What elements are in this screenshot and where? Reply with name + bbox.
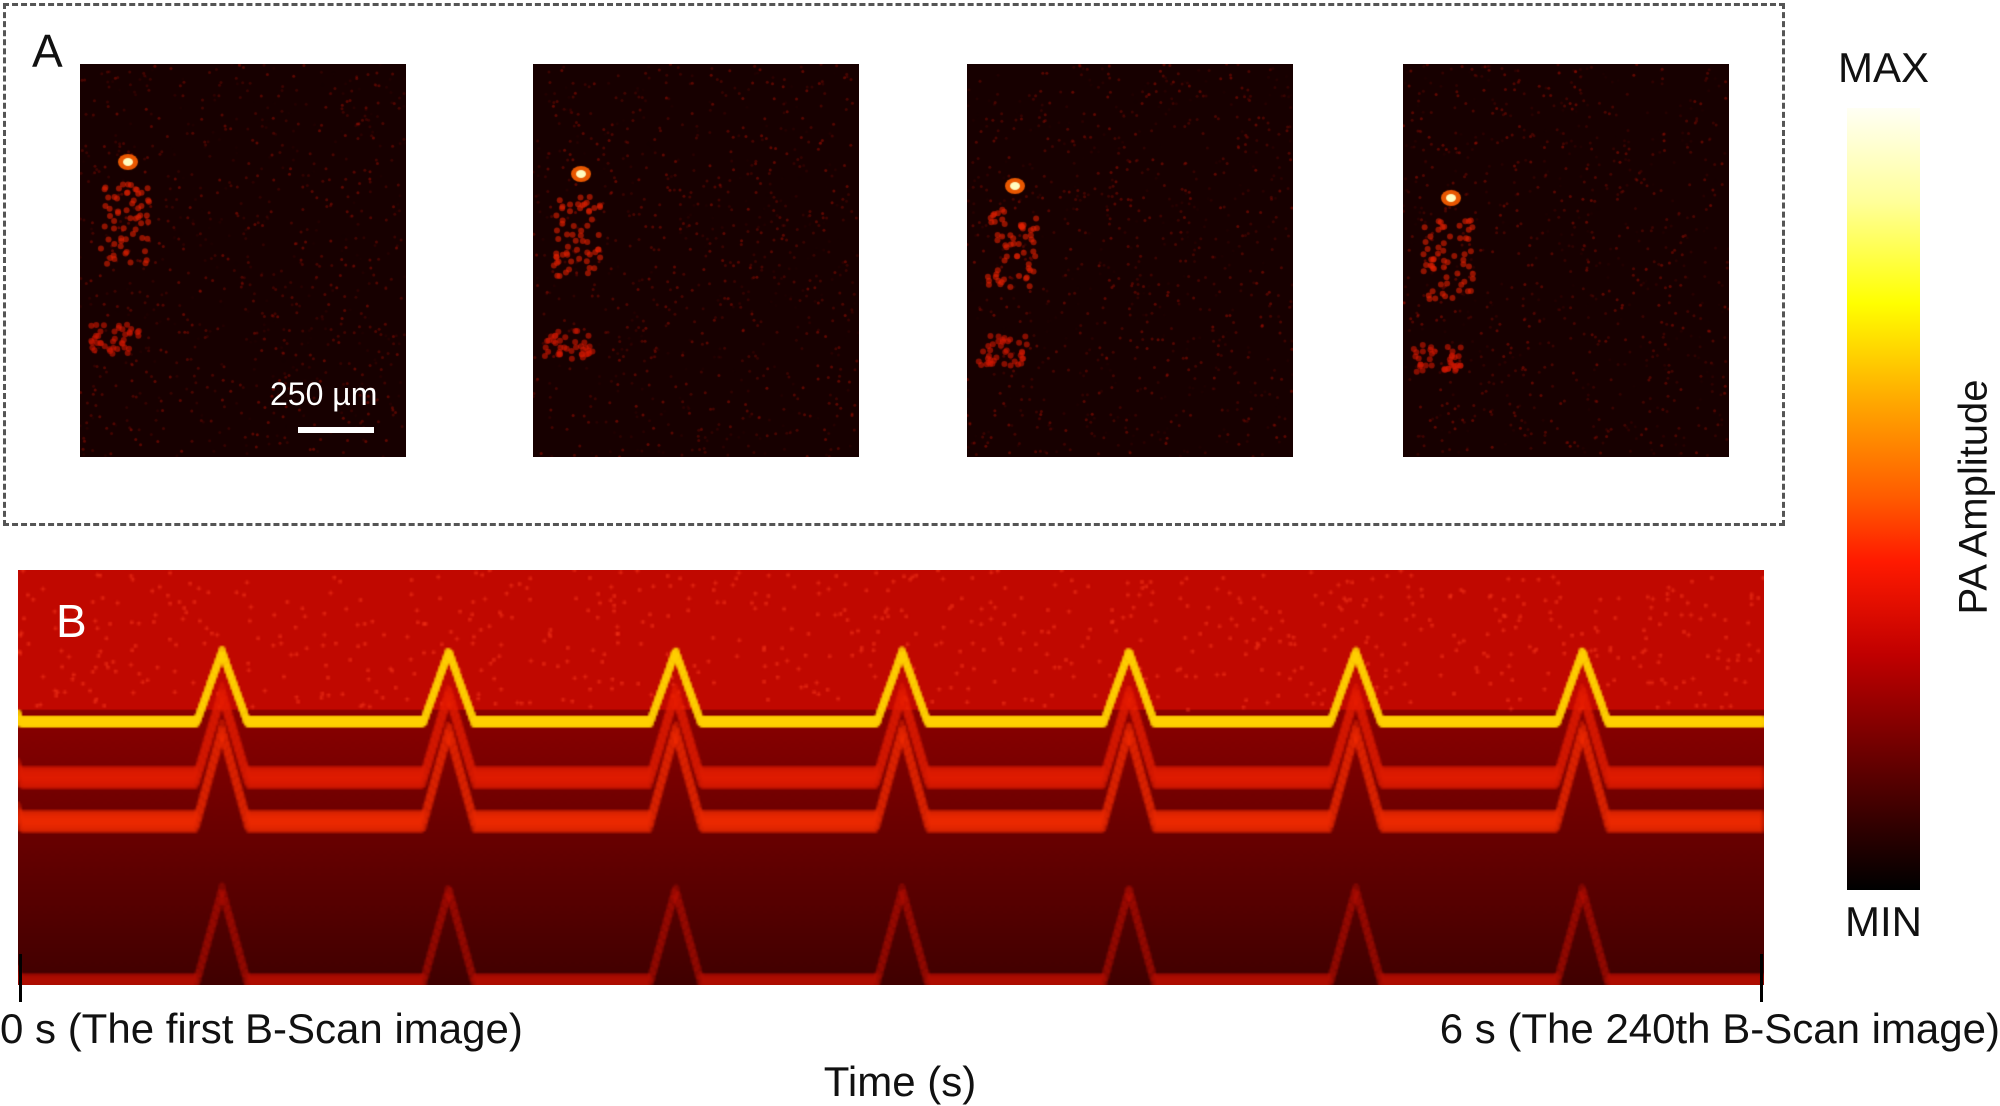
scale-bar xyxy=(298,427,374,433)
colorbar xyxy=(1847,108,1920,890)
panel-a-label: A xyxy=(32,25,63,77)
start-tick xyxy=(19,954,22,1002)
x-axis-title: Time (s) xyxy=(823,1058,977,1105)
panel-b-label: B xyxy=(56,595,87,647)
end-time-label: 6 s (The 240th B-Scan image) xyxy=(1439,1005,2000,1052)
panel-a-frame xyxy=(3,3,1785,526)
colorbar-min-label: MIN xyxy=(1845,898,1922,945)
scale-bar-label: 250 µm xyxy=(270,376,378,412)
pa-image-frame-1 xyxy=(80,64,406,457)
end-tick xyxy=(1760,954,1763,1002)
start-time-label: 0 s (The first B-Scan image) xyxy=(0,1005,523,1052)
m-mode-image xyxy=(18,570,1764,985)
colorbar-title: PA Amplitude xyxy=(1951,379,1996,615)
pa-image-frame-3 xyxy=(967,64,1293,457)
pa-image-frame-4 xyxy=(1403,64,1729,457)
pa-image-frame-2 xyxy=(533,64,859,457)
colorbar-max-label: MAX xyxy=(1838,44,1930,91)
